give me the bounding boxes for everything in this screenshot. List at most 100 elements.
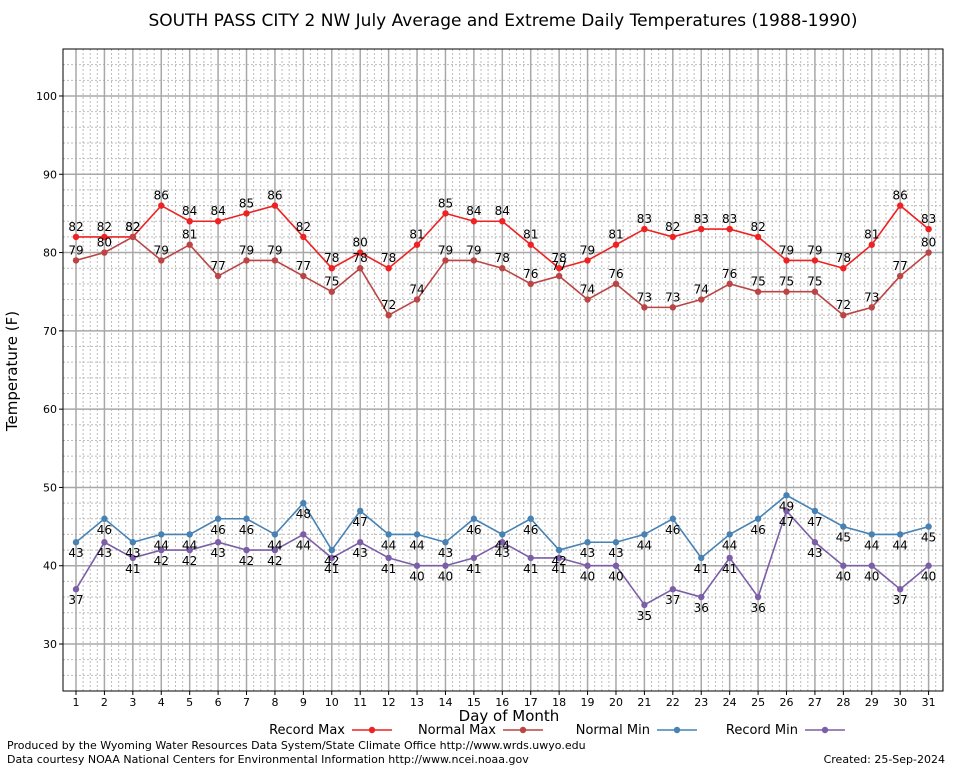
record-min-point bbox=[72, 586, 80, 593]
record-max-point bbox=[328, 265, 335, 272]
record-max-point bbox=[698, 225, 705, 233]
normal-min-point bbox=[584, 539, 591, 546]
normal-min-point bbox=[413, 531, 421, 538]
normal-max-point bbox=[868, 304, 875, 311]
record-min-data-label: 40 bbox=[580, 570, 595, 584]
normal-max-point bbox=[555, 272, 563, 280]
normal-max-point bbox=[328, 288, 335, 295]
normal-min-data-label: 44 bbox=[722, 538, 737, 552]
x-tick-label: 5 bbox=[186, 696, 193, 709]
record-max-point bbox=[527, 241, 534, 248]
x-tick-label: 28 bbox=[836, 696, 850, 709]
x-tick-label: 12 bbox=[382, 696, 396, 709]
normal-min-data-label: 44 bbox=[864, 538, 879, 552]
record-max-point bbox=[555, 265, 563, 272]
record-max-data-label: 82 bbox=[665, 220, 680, 234]
record-min-point bbox=[271, 546, 279, 554]
record-max-point bbox=[584, 257, 591, 264]
record-min-data-label: 40 bbox=[836, 570, 851, 584]
record-max-point bbox=[754, 233, 762, 241]
record-max-point bbox=[726, 225, 733, 233]
normal-min-point bbox=[783, 492, 790, 499]
normal-max-data-label: 74 bbox=[580, 283, 595, 297]
normal-min-data-label: 46 bbox=[750, 523, 765, 537]
record-min-data-label: 37 bbox=[893, 593, 908, 607]
x-tick-label: 25 bbox=[751, 696, 765, 709]
record-max-point bbox=[158, 202, 165, 209]
normal-min-data-label: 44 bbox=[409, 538, 424, 552]
x-tick-label: 7 bbox=[243, 696, 250, 709]
normal-min-point bbox=[669, 515, 677, 522]
normal-max-data-label: 76 bbox=[523, 267, 538, 281]
normal-max-data-label: 76 bbox=[608, 267, 623, 281]
normal-max-data-label: 78 bbox=[353, 251, 368, 265]
record-min-point bbox=[754, 593, 762, 601]
normal-min-data-label: 45 bbox=[836, 531, 851, 545]
normal-min-data-label: 46 bbox=[97, 523, 112, 537]
normal-min-data-label: 43 bbox=[125, 546, 140, 560]
record-max-point bbox=[243, 210, 250, 217]
normal-min-data-label: 43 bbox=[580, 546, 595, 560]
normal-min-data-label: 47 bbox=[807, 515, 822, 529]
record-max-data-label: 83 bbox=[921, 212, 936, 226]
record-min-point bbox=[158, 546, 165, 554]
y-tick-label: 40 bbox=[43, 560, 57, 573]
record-min-data-label: 36 bbox=[750, 601, 765, 615]
legend-marker-record-min bbox=[821, 726, 829, 734]
record-max-point bbox=[385, 265, 392, 272]
record-min-data-label: 43 bbox=[353, 546, 368, 560]
normal-max-point bbox=[186, 241, 193, 248]
legend-label-normal-max: Normal Max bbox=[418, 723, 496, 738]
record-max-data-label: 81 bbox=[409, 228, 424, 242]
x-tick-label: 11 bbox=[353, 696, 367, 709]
x-tick-label: 31 bbox=[922, 696, 936, 709]
normal-max-point bbox=[896, 272, 904, 280]
record-min-point bbox=[214, 539, 222, 546]
x-tick-label: 26 bbox=[780, 696, 794, 709]
record-max-data-label: 83 bbox=[722, 212, 737, 226]
record-max-data-label: 82 bbox=[97, 220, 112, 234]
record-max-data-label: 79 bbox=[779, 243, 794, 257]
normal-min-data-label: 47 bbox=[353, 515, 368, 529]
normal-max-point bbox=[101, 249, 108, 256]
y-axis-label: Temperature (F) bbox=[3, 311, 21, 432]
x-tick-label: 13 bbox=[410, 696, 424, 709]
record-min-point bbox=[698, 593, 705, 601]
normal-max-point bbox=[783, 288, 790, 295]
x-tick-label: 29 bbox=[865, 696, 879, 709]
x-tick-label: 10 bbox=[325, 696, 339, 709]
y-tick-label: 60 bbox=[43, 403, 57, 416]
record-min-point bbox=[669, 586, 677, 593]
x-tick-label: 15 bbox=[467, 696, 481, 709]
record-max-point bbox=[186, 218, 193, 225]
x-tick-label: 23 bbox=[694, 696, 708, 709]
record-max-data-label: 86 bbox=[154, 189, 169, 203]
normal-max-data-label: 77 bbox=[551, 259, 566, 273]
normal-min-point bbox=[186, 531, 193, 538]
record-max-point bbox=[72, 233, 80, 241]
normal-min-point bbox=[72, 539, 80, 546]
record-min-point bbox=[328, 554, 335, 562]
normal-min-point bbox=[555, 546, 563, 554]
normal-max-data-label: 81 bbox=[182, 228, 197, 242]
x-tick-label: 16 bbox=[495, 696, 509, 709]
record-min-data-label: 43 bbox=[97, 546, 112, 560]
record-max-point bbox=[300, 233, 307, 241]
normal-max-data-label: 79 bbox=[154, 243, 169, 257]
record-min-point bbox=[555, 554, 563, 562]
record-min-point bbox=[186, 546, 193, 554]
normal-max-point bbox=[470, 257, 478, 264]
normal-max-point bbox=[72, 257, 80, 264]
record-max-point bbox=[413, 241, 421, 248]
record-max-data-label: 86 bbox=[267, 189, 282, 203]
normal-max-point bbox=[698, 296, 705, 303]
normal-max-point bbox=[300, 272, 307, 280]
normal-max-data-label: 73 bbox=[864, 290, 879, 304]
record-min-point bbox=[868, 562, 875, 569]
record-min-data-label: 44 bbox=[296, 538, 311, 552]
record-min-point bbox=[584, 562, 591, 569]
record-max-data-label: 84 bbox=[182, 204, 197, 218]
normal-max-point bbox=[442, 257, 449, 264]
x-axis-ticks: 1 2 3 4 5 6 7 8 9 10 11 12 13 14 15 16 17 18 19 20 21 22 23 24 2… bbox=[73, 691, 936, 709]
